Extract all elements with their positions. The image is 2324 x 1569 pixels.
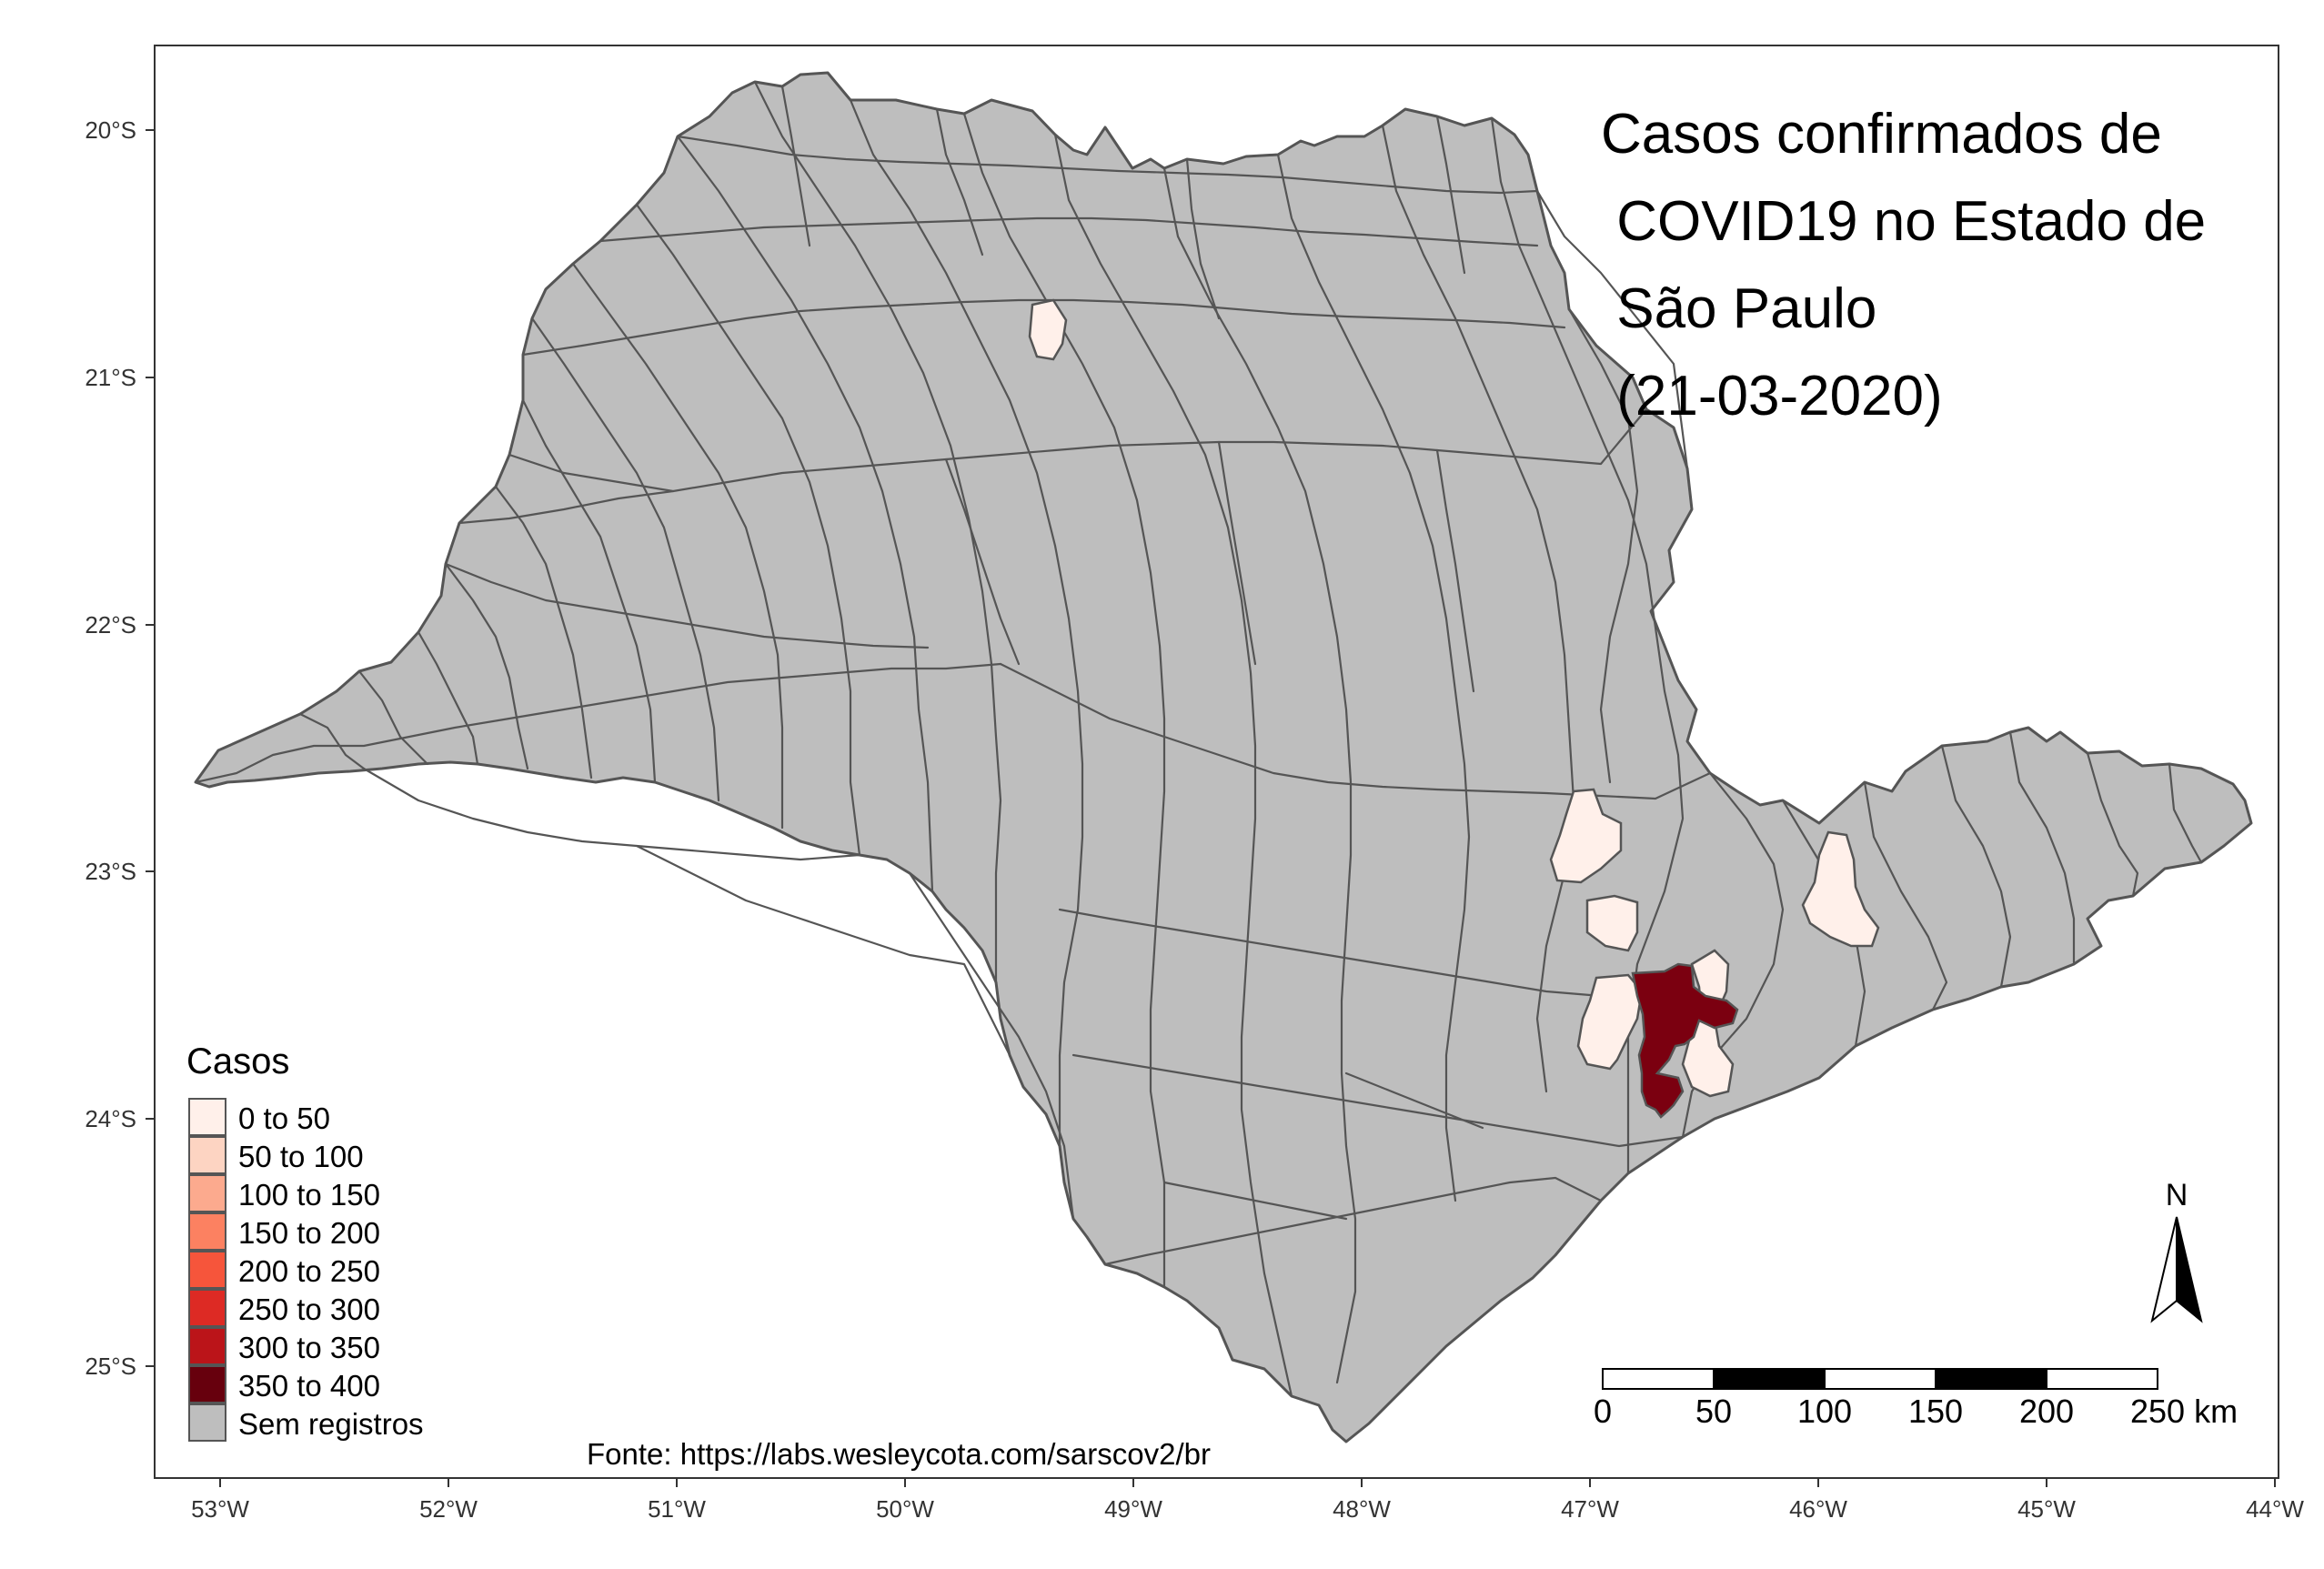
legend-label: Sem registros <box>238 1407 424 1441</box>
scale-label: 200 <box>2019 1393 2074 1430</box>
x-tick-label: 48°W <box>1333 1495 1391 1523</box>
plot-panel-border <box>154 45 2279 1479</box>
legend-label: 350 to 400 <box>238 1369 380 1403</box>
x-tick-label: 53°W <box>191 1495 249 1523</box>
municipality-sao-paulo-city <box>1631 962 1739 1119</box>
y-axis: 20°S 21°S 22°S 23°S 24°S 25°S <box>85 116 155 1380</box>
scale-segment-5 <box>2046 1368 2158 1390</box>
y-tick-label: 25°S <box>85 1353 136 1380</box>
x-tick-label: 47°W <box>1561 1495 1619 1523</box>
source-caption: Fonte: https://labs.wesleycota.com/sarsc… <box>587 1437 1211 1471</box>
scale-label: 100 <box>1797 1393 1852 1430</box>
legend-swatch <box>188 1212 226 1251</box>
scale-label: 250 km <box>2130 1393 2238 1430</box>
x-tick-label: 44°W <box>2246 1495 2304 1523</box>
legend-label: 0 to 50 <box>238 1101 330 1135</box>
title-line-2: COVID19 no Estado de <box>1601 190 2206 253</box>
legend: Casos 0 to 50 50 to 100 100 to 150 150 t… <box>186 1041 424 1442</box>
municipality-boundaries <box>194 80 2203 1398</box>
x-tick-label: 51°W <box>648 1495 706 1523</box>
north-arrow-left <box>2150 1216 2178 1323</box>
x-tick-label: 45°W <box>2017 1495 2076 1523</box>
legend-label: 250 to 300 <box>238 1292 380 1326</box>
y-tick-label: 24°S <box>85 1105 136 1132</box>
x-tick-label: 49°W <box>1104 1495 1162 1523</box>
legend-label: 50 to 100 <box>238 1140 364 1173</box>
municipality-low-cases-north <box>1028 298 1068 361</box>
legend-swatch <box>188 1098 226 1136</box>
y-tick-label: 23°S <box>85 858 136 885</box>
legend-swatch <box>188 1289 226 1327</box>
scale-segment-2 <box>1713 1368 1826 1390</box>
scale-segment-3 <box>1824 1368 1937 1390</box>
legend-swatch <box>188 1136 226 1174</box>
scale-label: 0 <box>1594 1393 1612 1430</box>
legend-swatch <box>188 1403 226 1442</box>
legend-swatch <box>188 1251 226 1289</box>
municipality-low-cases-sjcampos <box>1801 830 1880 948</box>
legend-label: 150 to 200 <box>238 1216 380 1250</box>
title-line-1: Casos confirmados de <box>1601 103 2162 166</box>
scale-bar: 0 50 100 150 200 250 km <box>1594 1368 2238 1430</box>
legend-label: 100 to 150 <box>238 1178 380 1212</box>
legend-title: Casos <box>186 1041 289 1081</box>
scale-label: 50 <box>1695 1393 1732 1430</box>
title-line-4: (21-03-2020) <box>1601 365 1943 427</box>
scale-label: 150 <box>1908 1393 1963 1430</box>
north-arrow-right <box>2176 1216 2203 1323</box>
x-axis: 53°W 52°W 51°W 50°W 49°W 48°W 47°W 46°W … <box>191 1478 2304 1523</box>
north-arrow: N <box>2150 1178 2203 1323</box>
legend-swatch <box>188 1365 226 1403</box>
title-line-3: São Paulo <box>1601 277 1876 340</box>
x-tick-label: 50°W <box>876 1495 934 1523</box>
municipality-low-cases-jundiai <box>1585 894 1639 952</box>
scale-segment-4 <box>1935 1368 2047 1390</box>
y-tick-label: 20°S <box>85 116 136 144</box>
x-tick-label: 46°W <box>1789 1495 1847 1523</box>
sao-paulo-state-map <box>194 71 2253 1443</box>
legend-label: 200 to 250 <box>238 1254 380 1288</box>
municipality-low-cases-campinas <box>1549 788 1623 884</box>
y-tick-label: 21°S <box>85 364 136 391</box>
legend-swatch <box>188 1327 226 1365</box>
scale-segment-1 <box>1602 1368 1715 1390</box>
north-label: N <box>2166 1178 2188 1212</box>
legend-label: 300 to 350 <box>238 1331 380 1364</box>
map-title: Casos confirmados de COVID19 no Estado d… <box>1601 103 2221 427</box>
y-tick-label: 22°S <box>85 611 136 639</box>
legend-swatch <box>188 1174 226 1212</box>
x-tick-label: 52°W <box>419 1495 478 1523</box>
